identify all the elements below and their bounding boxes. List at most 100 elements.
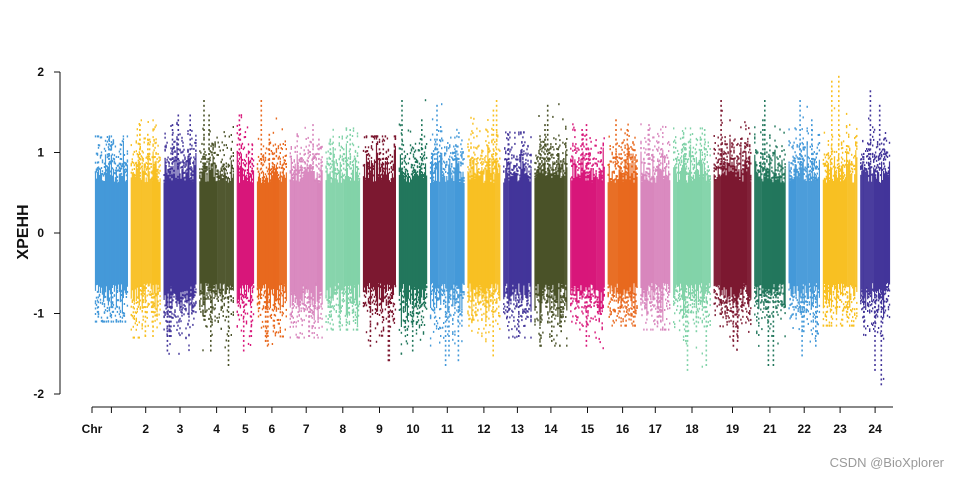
chromosome-15-point [576, 176, 578, 179]
chromosome-12-point [493, 290, 495, 293]
chromosome-7-point [289, 336, 291, 339]
chromosome-8-point [339, 315, 341, 318]
chromosome-7-point [307, 167, 309, 170]
chromosome-2-point [139, 133, 141, 136]
chromosome-3-point [189, 326, 191, 329]
chromosome-3-point [170, 320, 172, 323]
chromosome-4-point [215, 164, 217, 167]
chromosome-11-point [459, 179, 461, 181]
chromosome-11-point [457, 301, 460, 304]
chromosome-11-point [449, 145, 451, 148]
chromosome-13-point [518, 296, 520, 299]
chromosome-14-point [550, 166, 552, 169]
chromosome-12-point [492, 306, 494, 309]
chromosome-5-point [238, 143, 241, 146]
chromosome-9-point [382, 138, 385, 141]
chromosome-13-point [526, 304, 528, 307]
chromosome-14-point [534, 168, 536, 171]
chromosome-13-point [513, 164, 515, 167]
chromosome-1-point [96, 299, 99, 302]
chromosome-7-point [317, 180, 319, 183]
chromosome-12-point [468, 318, 470, 321]
chromosome-2-point [154, 314, 156, 317]
chromosome-12-point [499, 327, 501, 330]
chromosome-12-point [484, 299, 486, 302]
chromosome-2-point [132, 325, 134, 328]
chromosome-6-point [272, 157, 274, 160]
chromosome-14-point [550, 147, 552, 150]
chromosome-11-point [440, 335, 442, 337]
chromosome-4-point [231, 287, 233, 290]
chromosome-4-point [229, 287, 231, 290]
chromosome-4-point [202, 312, 204, 315]
chromosome-11-point [459, 309, 461, 312]
x-tick-label: 23 [833, 422, 847, 436]
chromosome-7-point [319, 290, 321, 293]
chromosome-5-point [246, 169, 249, 171]
chromosome-2-point [147, 153, 149, 156]
chromosome-14-point [534, 175, 536, 178]
chromosome-15-point [578, 157, 580, 160]
chromosome-10-point [415, 329, 418, 332]
chromosome-2-point [140, 166, 142, 169]
chromosome-13-point [508, 177, 510, 180]
chromosome-7-point [304, 126, 306, 129]
chromosome-13-point [519, 158, 521, 161]
chromosome-3-point [175, 301, 177, 304]
chromosome-15-point [575, 306, 577, 309]
chromosome-1-point [114, 169, 117, 172]
chromosome-13-point [513, 303, 515, 306]
chromosome-13-point [512, 335, 514, 338]
chromosome-2-point [136, 134, 138, 137]
chromosome-14-point [538, 152, 540, 155]
chromosome-1-point [95, 296, 98, 299]
chromosome-1-point [116, 299, 119, 302]
chromosome-10-point [403, 157, 406, 160]
chromosome-15-point [587, 161, 589, 164]
chromosome-14-point [541, 318, 543, 321]
chromosome-3-point [189, 298, 191, 301]
chromosome-15-point [595, 162, 597, 165]
chromosome-6-point [278, 322, 280, 325]
chromosome-13-point [522, 145, 524, 147]
chromosome-15-point [597, 160, 599, 163]
chromosome-3-point [166, 330, 169, 333]
chromosome-2-point [156, 314, 158, 317]
chromosome-1-point [117, 169, 120, 172]
chromosome-12-point [471, 177, 473, 180]
chromosome-4-point [213, 290, 215, 293]
chromosome-11-point [463, 291, 465, 294]
chromosome-3-point [174, 140, 176, 143]
chromosome-8-point [356, 325, 359, 328]
chromosome-6-point [275, 147, 278, 150]
chromosome-15-point [587, 314, 589, 317]
chromosome-2-point [148, 157, 151, 160]
chromosome-13-point [515, 297, 517, 300]
chromosome-5-point [239, 284, 242, 287]
chromosome-12-point [497, 135, 499, 138]
chromosome-9-point [387, 155, 390, 158]
chromosome-5-point [242, 325, 245, 328]
chromosome-9-point [362, 302, 365, 304]
chromosome-9-point [372, 167, 375, 170]
chromosome-10-point [407, 320, 410, 323]
chromosome-7-point [300, 298, 302, 301]
chromosome-2-point [139, 143, 141, 146]
chromosome-2-point [148, 143, 151, 146]
chromosome-11-point [447, 142, 449, 144]
chromosome-10-point [398, 147, 401, 150]
chromosome-8-point [339, 328, 341, 331]
chromosome-4-point [203, 119, 205, 122]
chromosome-13-point [508, 307, 510, 310]
chromosome-6-point [272, 309, 275, 312]
chromosome-5-point [252, 159, 255, 162]
chromosome-10-point [421, 157, 423, 160]
chromosome-10-point [425, 307, 428, 310]
chromosome-4-point [224, 319, 226, 322]
chromosome-11-point [457, 359, 460, 362]
chromosome-1-point [100, 316, 103, 319]
chromosome-14-point [534, 320, 536, 323]
chromosome-14-point [559, 139, 561, 142]
chromosome-10-point [413, 150, 416, 153]
chromosome-6-point [285, 162, 287, 165]
